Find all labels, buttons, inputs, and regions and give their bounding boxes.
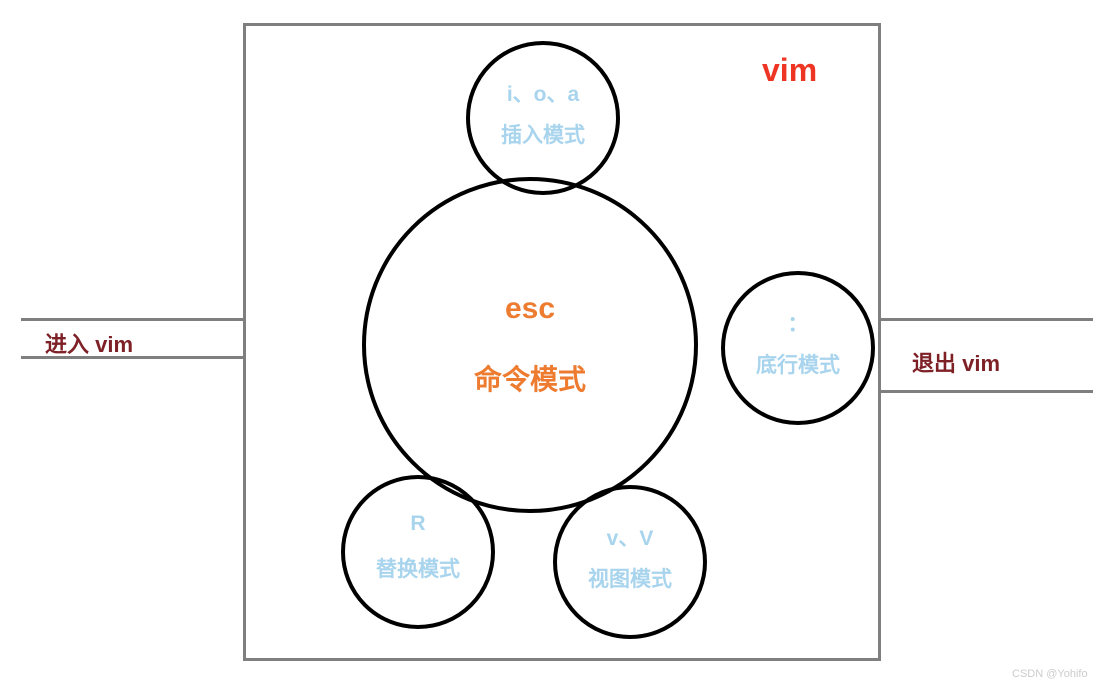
command-mode-circle <box>362 177 698 513</box>
visual-mode-circle <box>553 485 707 639</box>
watermark: CSDN @Yohifo <box>1012 668 1088 680</box>
command-mode-key: esc <box>430 292 630 326</box>
insert-mode-circle <box>466 41 620 195</box>
exit-vim-label: 退出 vim <box>912 346 1000 378</box>
visual-mode-label: 视图模式 <box>530 563 730 593</box>
enter-vim-label: 进入 vim <box>45 327 133 359</box>
vim-title: vim <box>762 52 817 89</box>
replace-mode-key: R <box>318 512 518 536</box>
insert-mode-label: 插入模式 <box>443 119 643 149</box>
bottomline-mode-circle <box>721 271 875 425</box>
replace-mode-label: 替换模式 <box>318 553 518 583</box>
replace-mode-circle <box>341 475 495 629</box>
bottomline-mode-key: ： <box>698 308 898 338</box>
insert-mode-key: i、o、a <box>443 78 643 108</box>
right-connector-line-top <box>881 318 1093 321</box>
bottomline-mode-label: 底行模式 <box>698 349 898 379</box>
right-connector-line-bottom <box>881 390 1093 393</box>
command-mode-label: 命令模式 <box>430 358 630 398</box>
left-connector-line-top <box>21 318 243 321</box>
visual-mode-key: v、V <box>530 522 730 552</box>
